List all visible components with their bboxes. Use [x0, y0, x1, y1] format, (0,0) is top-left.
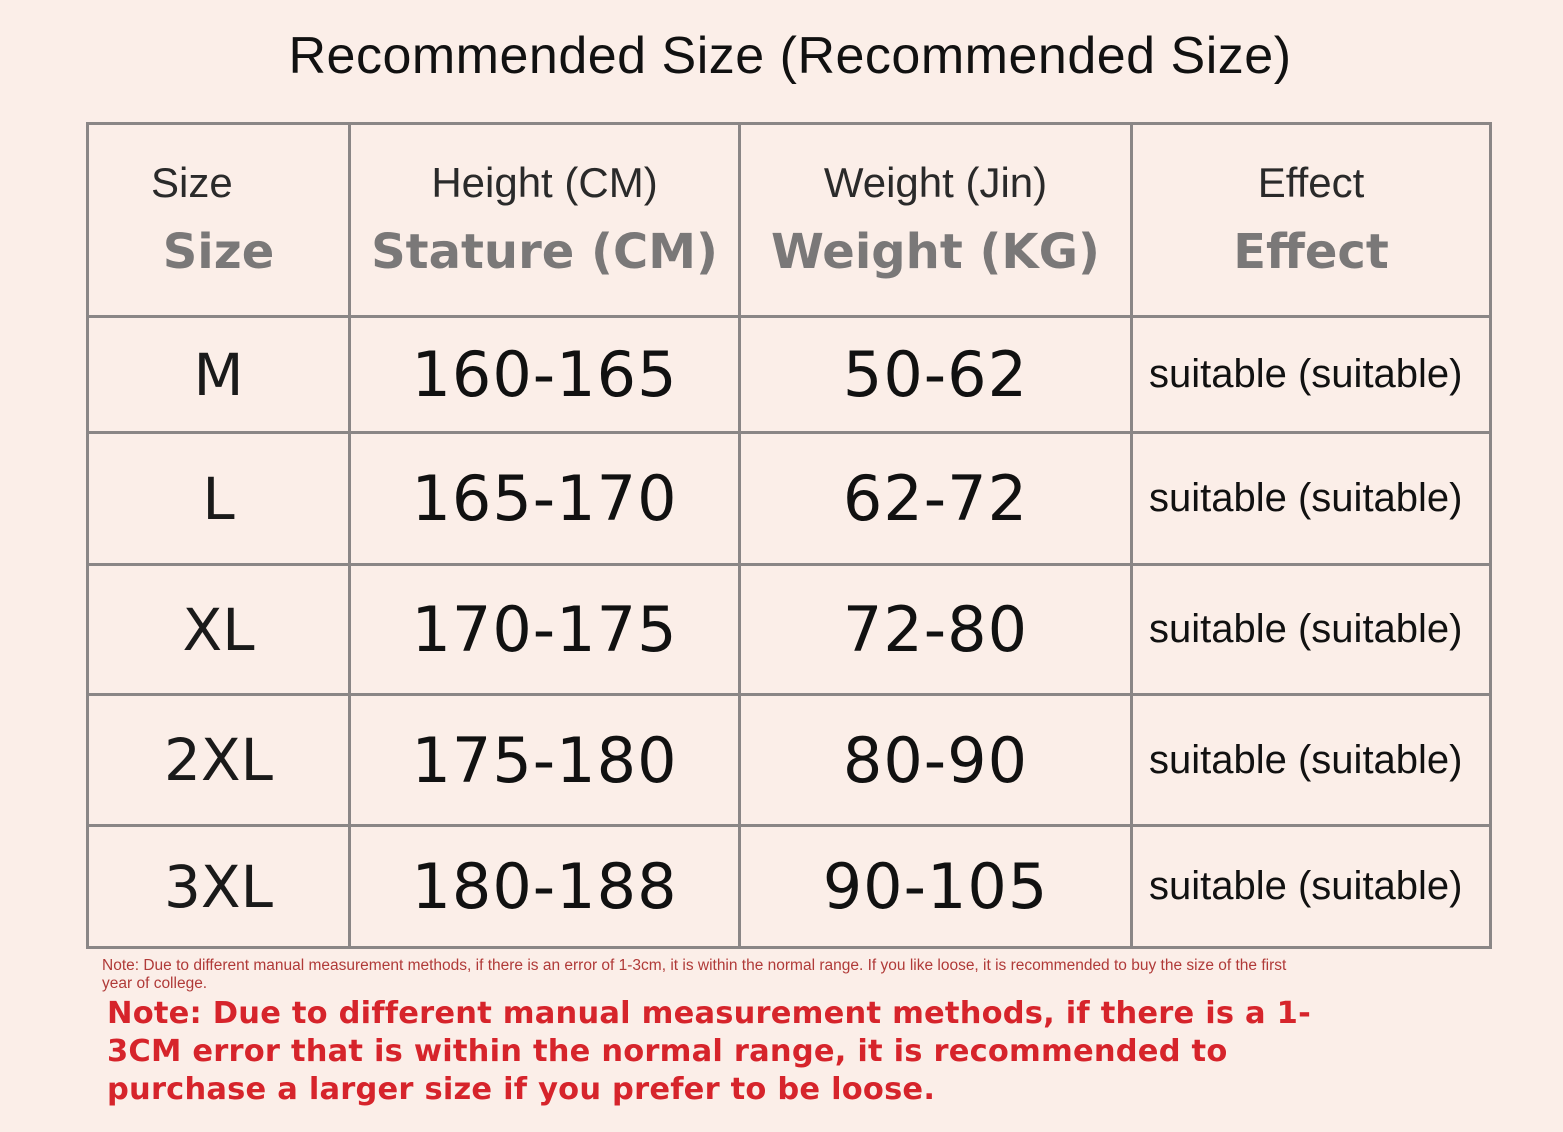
effect-cell: suitable (suitable): [1130, 431, 1492, 566]
size-cell: 2XL: [86, 693, 351, 827]
size-chart-table: Size Size Height (CM) Stature (CM) Weigh…: [86, 122, 1492, 949]
header-effect-sublabel: Effect: [1233, 224, 1389, 280]
height-cell: 170-175: [348, 563, 741, 696]
note-small-text: Note: Due to different manual measuremen…: [102, 957, 1287, 992]
header-height: Height (CM) Stature (CM): [348, 122, 741, 318]
effect-cell: suitable (suitable): [1130, 315, 1492, 434]
header-size-sublabel: Size: [162, 224, 275, 280]
height-cell: 180-188: [348, 824, 741, 949]
header-weight-sublabel: Weight (KG): [771, 224, 1100, 280]
header-weight: Weight (Jin) Weight (KG): [738, 122, 1133, 318]
weight-cell: 72-80: [738, 563, 1133, 696]
table-row: 3XL 180-188 90-105 suitable (suitable): [86, 824, 1492, 949]
height-cell: 160-165: [348, 315, 741, 434]
weight-cell: 62-72: [738, 431, 1133, 566]
header-effect-label: Effect: [1257, 159, 1365, 206]
size-cell: XL: [86, 563, 351, 696]
effect-cell: suitable (suitable): [1130, 824, 1492, 949]
weight-cell: 50-62: [738, 315, 1133, 434]
header-size-label: Size: [151, 159, 233, 206]
size-cell: L: [86, 431, 351, 566]
effect-cell: suitable (suitable): [1130, 693, 1492, 827]
header-height-sublabel: Stature (CM): [371, 224, 718, 280]
table-row: XL 170-175 72-80 suitable (suitable): [86, 563, 1492, 696]
table-row: M 160-165 50-62 suitable (suitable): [86, 315, 1492, 434]
weight-cell: 90-105: [738, 824, 1133, 949]
table-header-row: Size Size Height (CM) Stature (CM) Weigh…: [86, 122, 1492, 318]
table-row: 2XL 175-180 80-90 suitable (suitable): [86, 693, 1492, 827]
header-weight-label: Weight (Jin): [823, 159, 1048, 206]
table-row: L 165-170 62-72 suitable (suitable): [86, 431, 1492, 566]
header-height-label: Height (CM): [431, 159, 658, 206]
size-cell: 3XL: [86, 824, 351, 949]
page-title: Recommended Size (Recommended Size): [288, 27, 1292, 85]
effect-cell: suitable (suitable): [1130, 563, 1492, 696]
note-large-text: Note: Due to different manual measuremen…: [107, 996, 1311, 1107]
height-cell: 165-170: [348, 431, 741, 566]
header-size: Size Size: [86, 122, 351, 318]
height-cell: 175-180: [348, 693, 741, 827]
header-effect: Effect Effect: [1130, 122, 1492, 318]
size-cell: M: [86, 315, 351, 434]
weight-cell: 80-90: [738, 693, 1133, 827]
